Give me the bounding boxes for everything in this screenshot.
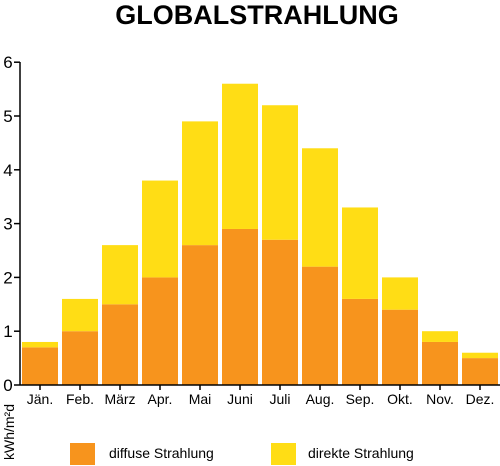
legend-label: diffuse Strahlung — [109, 445, 214, 461]
bar-direkt — [62, 298, 98, 332]
bars — [22, 83, 498, 385]
y-tick-label: 6 — [3, 53, 12, 72]
y-tick-label: 2 — [3, 268, 12, 287]
bar-direkt — [342, 207, 378, 299]
bar-diffuse — [102, 304, 138, 385]
x-tick-label: Dez. — [466, 391, 495, 407]
chart-title: GLOBALSTRAHLUNG — [115, 0, 398, 30]
y-tick-label: 1 — [3, 322, 12, 341]
bar-diffuse — [302, 266, 338, 385]
bar-direkt — [262, 105, 298, 240]
y-tick-label: 4 — [3, 161, 12, 180]
x-tick-label: Sep. — [346, 391, 375, 407]
x-tick-label: Okt. — [387, 391, 413, 407]
bar-diffuse — [382, 309, 418, 385]
bar-diffuse — [222, 228, 258, 385]
bar-diffuse — [182, 245, 218, 385]
y-tick-label: 3 — [3, 215, 12, 234]
bar-diffuse — [62, 331, 98, 385]
bar-diffuse — [462, 358, 498, 385]
x-tick-label: Nov. — [426, 391, 454, 407]
x-tick-label: Feb. — [66, 391, 94, 407]
bar-diffuse — [342, 298, 378, 385]
legend-swatch — [70, 443, 95, 465]
bar-direkt — [222, 83, 258, 229]
bar-direkt — [382, 277, 418, 310]
bar-direkt — [182, 121, 218, 246]
legend-swatch — [271, 443, 296, 465]
bar-direkt — [102, 245, 138, 305]
y-axis: 0 1 2 3 4 5 6 — [3, 53, 20, 395]
bar-diffuse — [22, 347, 58, 385]
y-tick-label: 5 — [3, 107, 12, 126]
bar-direkt — [22, 341, 58, 348]
bar-direkt — [422, 331, 458, 342]
y-axis-label: kWh/m²d — [1, 404, 17, 460]
bar-direkt — [142, 180, 178, 278]
x-tick-label: Juni — [227, 391, 253, 407]
x-tick-label: Apr. — [148, 391, 173, 407]
x-tick-label: Jän. — [27, 391, 53, 407]
bar-direkt — [302, 148, 338, 267]
y-tick-label: 0 — [3, 376, 12, 395]
bar-diffuse — [262, 239, 298, 385]
x-tick-label: Juli — [269, 391, 290, 407]
legend-label: direkte Strahlung — [308, 445, 414, 461]
bar-diffuse — [142, 277, 178, 385]
x-tick-label: Aug. — [306, 391, 335, 407]
x-tick-label: März — [104, 391, 135, 407]
x-axis: Jän. Feb. März Apr. Mai Juni Juli Aug. Sep. Okt. N… — [27, 385, 495, 407]
legend: diffuse Strahlung direkte Strahlung — [70, 443, 414, 465]
x-tick-label: Mai — [189, 391, 212, 407]
bar-direkt — [462, 352, 498, 359]
bar-diffuse — [422, 341, 458, 385]
